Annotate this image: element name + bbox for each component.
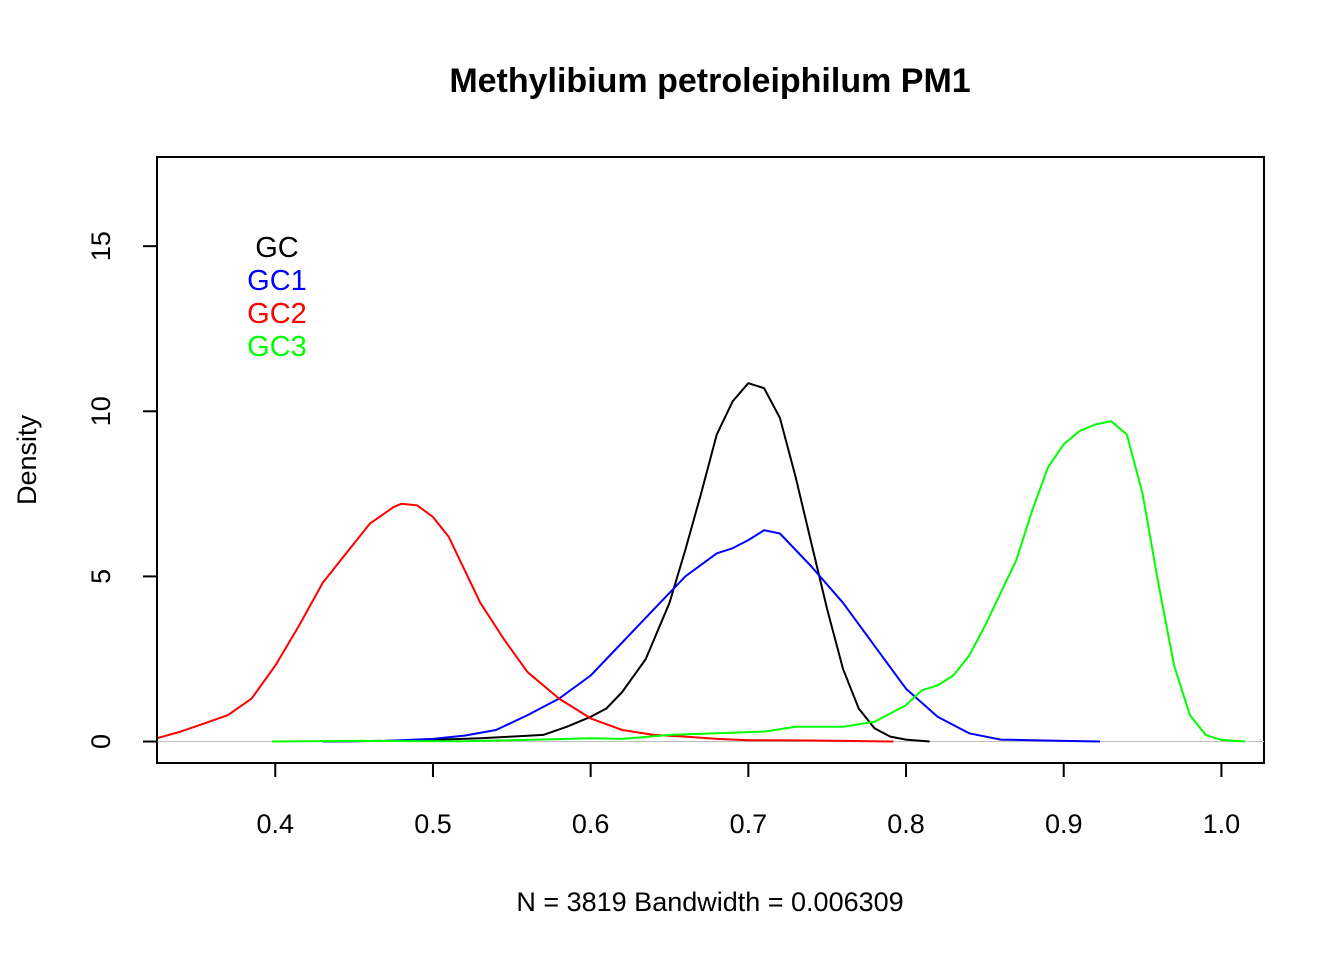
x-tick-label: 0.7 — [730, 809, 768, 839]
legend-entry-gc2: GC2 — [247, 298, 307, 330]
x-tick-label: 0.8 — [887, 809, 925, 839]
x-tick-label: 0.5 — [414, 809, 452, 839]
legend-entry-gc1: GC1 — [247, 265, 307, 297]
series-line-gc2 — [156, 502, 894, 743]
x-tick-label: 0.9 — [1045, 809, 1083, 839]
x-axis-label: N = 3819 Bandwidth = 0.006309 — [516, 887, 903, 917]
x-tick-label: 0.4 — [256, 809, 294, 839]
density-curves — [156, 382, 1246, 743]
series-line-gc3 — [272, 420, 1246, 743]
chart-title: Methylibium petroleiphilum PM1 — [449, 62, 970, 100]
legend-entry-gc: GC — [255, 232, 299, 264]
x-tick-label: 0.6 — [572, 809, 610, 839]
y-tick-label: 10 — [86, 396, 116, 426]
y-axis: 0 5 10 15 — [86, 231, 158, 749]
y-tick-label: 15 — [86, 231, 116, 261]
x-axis: 0.4 0.5 0.6 0.7 0.8 0.9 1.0 — [256, 762, 1241, 839]
series-line-gc1 — [322, 529, 1101, 743]
y-axis-label: Density — [12, 414, 42, 505]
legend-entry-gc3: GC3 — [247, 331, 307, 363]
y-tick-label: 5 — [86, 569, 116, 584]
series-line-gc — [322, 382, 930, 743]
x-tick-label: 1.0 — [1203, 809, 1241, 839]
y-tick-label: 0 — [86, 734, 116, 749]
